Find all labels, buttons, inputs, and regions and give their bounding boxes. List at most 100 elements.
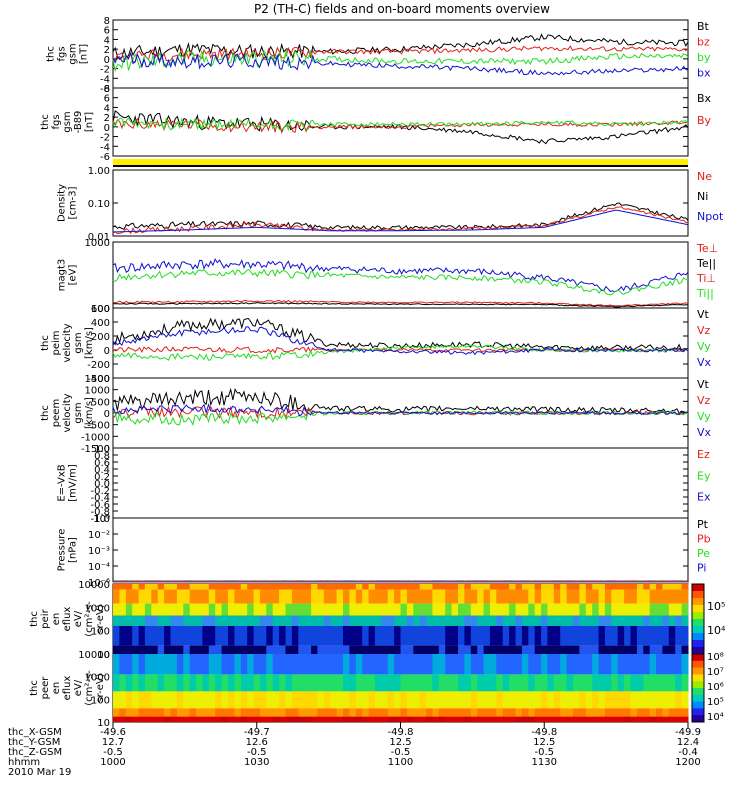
spec-peer-cell-2-87	[669, 691, 676, 708]
spec-peer-cell-4-82	[637, 717, 644, 722]
spec-peir-cell-4-52	[445, 626, 452, 646]
spec-peer-cell-2-6	[151, 691, 158, 708]
spec-peer-cell-4-54	[458, 717, 465, 722]
spec-peir-cell-1-76	[599, 590, 606, 604]
ylabel-temperature-0: magt3	[57, 259, 68, 292]
spec-peer-cell-0-8	[164, 654, 171, 674]
legend-pressure-1: Pb	[697, 533, 711, 546]
spec-peer-cell-2-32	[317, 691, 324, 708]
colorbar-peir-seg-8	[692, 640, 704, 648]
spec-peir-cell-5-25	[273, 646, 280, 654]
spec-peer-cell-0-22	[254, 654, 261, 674]
spec-peir-cell-4-63	[516, 626, 523, 646]
spec-peer-cell-2-59	[490, 691, 497, 708]
spec-peer-cell-2-24	[266, 691, 273, 708]
spec-peir-cell-3-25	[273, 616, 280, 627]
spec-peer-cell-3-45	[401, 708, 408, 716]
spec-peir-cell-4-46	[407, 626, 414, 646]
spec-peer-cell-4-48	[420, 717, 427, 722]
spec-peer-cell-1-13	[196, 674, 203, 691]
spec-peer-cell-0-6	[151, 654, 158, 674]
spec-peer-cell-4-24	[266, 717, 273, 722]
spec-peer-cell-3-26	[279, 708, 286, 716]
spec-peir-cell-5-20	[241, 646, 248, 654]
spec-peir-cell-0-88	[675, 584, 682, 590]
spec-peir-cell-0-75	[592, 584, 599, 590]
spec-peer-cell-2-28	[292, 691, 299, 708]
spec-peir-cell-2-76	[599, 604, 606, 616]
spec-peir-cell-0-89	[682, 584, 689, 590]
spec-peir-cell-2-19	[234, 604, 241, 616]
spec-peir-cell-5-9	[171, 646, 178, 654]
spec-peer-cell-4-2	[126, 717, 133, 722]
spec-peer-cell-1-11	[183, 674, 190, 691]
spec-peer-cell-1-56	[471, 674, 478, 691]
spec-peer-cell-4-65	[528, 717, 535, 722]
spec-peer-cell-0-81	[631, 654, 638, 674]
spec-peer-cell-1-53	[452, 674, 459, 691]
spec-peir-cell-3-33	[324, 616, 331, 627]
spec-peer-cell-1-26	[279, 674, 286, 691]
spec-peer-cell-3-69	[554, 708, 561, 716]
spec-peer-cell-0-44	[394, 654, 401, 674]
spec-peer-cell-3-33	[324, 708, 331, 716]
spec-peer-cell-0-33	[324, 654, 331, 674]
spec-peer-cell-1-48	[420, 674, 427, 691]
spec-peer-cell-1-15	[209, 674, 216, 691]
ytick-label-density-0: 1.00	[88, 166, 110, 177]
spec-peer-cell-2-34	[330, 691, 337, 708]
spec-peir-cell-1-10	[177, 590, 184, 604]
spec-peir-cell-1-65	[528, 590, 535, 604]
spec-peer-cell-3-66	[535, 708, 542, 716]
spec-peer-cell-0-0	[113, 654, 120, 674]
spec-peir-cell-0-49	[426, 584, 433, 590]
spec-peir-cell-0-23	[260, 584, 267, 590]
spec-peir-cell-4-53	[452, 626, 459, 646]
legend-density-2: Npot	[697, 210, 724, 223]
spec-peer-cell-0-3	[132, 654, 139, 674]
spec-peer-cell-4-68	[547, 717, 554, 722]
colorbar-peir-seg-2	[692, 598, 704, 606]
spec-peir-cell-5-63	[516, 646, 523, 654]
spec-peir-cell-4-59	[490, 626, 497, 646]
spec-peir-cell-0-6	[151, 584, 158, 590]
ylabel-fgs-2: gsm	[68, 43, 79, 64]
spec-peer-cell-3-44	[394, 708, 401, 716]
spec-peer-cell-3-6	[151, 708, 158, 716]
spec-peer-cell-1-72	[573, 674, 580, 691]
spec-peer-cell-0-37	[349, 654, 356, 674]
ylabel-peem-velocity-2: velocity	[62, 393, 73, 432]
spec-peir-cell-2-26	[279, 604, 286, 616]
spec-peer-cell-4-53	[452, 717, 459, 722]
spec-peir-cell-1-88	[675, 590, 682, 604]
spec-peir-cell-5-72	[573, 646, 580, 654]
spec-peir-cell-2-13	[196, 604, 203, 616]
flag-bar-edge	[113, 165, 688, 167]
spec-peir-cell-2-47	[413, 604, 420, 616]
spec-peir-cell-0-67	[541, 584, 548, 590]
spec-peer-cell-1-18	[228, 674, 235, 691]
spec-peir-cell-5-45	[401, 646, 408, 654]
spec-peir-cell-4-56	[471, 626, 478, 646]
spec-peir-cell-4-43	[388, 626, 395, 646]
spec-peir-cell-1-47	[413, 590, 420, 604]
spec-peir-cell-3-70	[560, 616, 567, 627]
spec-peir-cell-3-69	[554, 616, 561, 627]
spec-peir-cell-5-50	[432, 646, 439, 654]
spec-peir-cell-3-22	[254, 616, 261, 627]
spec-peir-cell-5-34	[330, 646, 337, 654]
spec-peer-cell-1-68	[547, 674, 554, 691]
spec-peer-cell-0-59	[490, 654, 497, 674]
spec-peer-cell-4-58	[484, 717, 491, 722]
spec-peir-cell-4-50	[432, 626, 439, 646]
colorbar-peir-seg-5	[692, 619, 704, 627]
spec-peir-cell-0-24	[266, 584, 273, 590]
spec-peir-cell-5-89	[682, 646, 689, 654]
spec-peer-cell-4-44	[394, 717, 401, 722]
spec-peer-cell-1-12	[190, 674, 197, 691]
spec-peer-cell-2-41	[375, 691, 382, 708]
spec-peir-cell-3-26	[279, 616, 286, 627]
spec-peir-cell-4-30	[305, 626, 312, 646]
spec-peir-cell-1-60	[496, 590, 503, 604]
spec-peer-cell-0-18	[228, 654, 235, 674]
